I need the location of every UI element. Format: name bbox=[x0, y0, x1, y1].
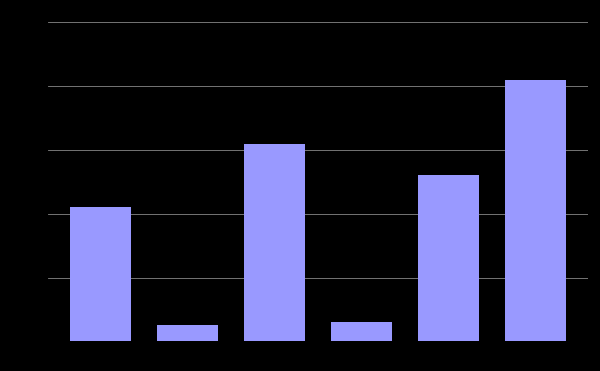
Bar bbox=[157, 325, 218, 341]
Bar bbox=[244, 144, 305, 341]
Bar bbox=[505, 80, 566, 341]
Bar bbox=[331, 322, 392, 341]
Bar bbox=[418, 175, 479, 341]
Bar bbox=[70, 207, 131, 341]
